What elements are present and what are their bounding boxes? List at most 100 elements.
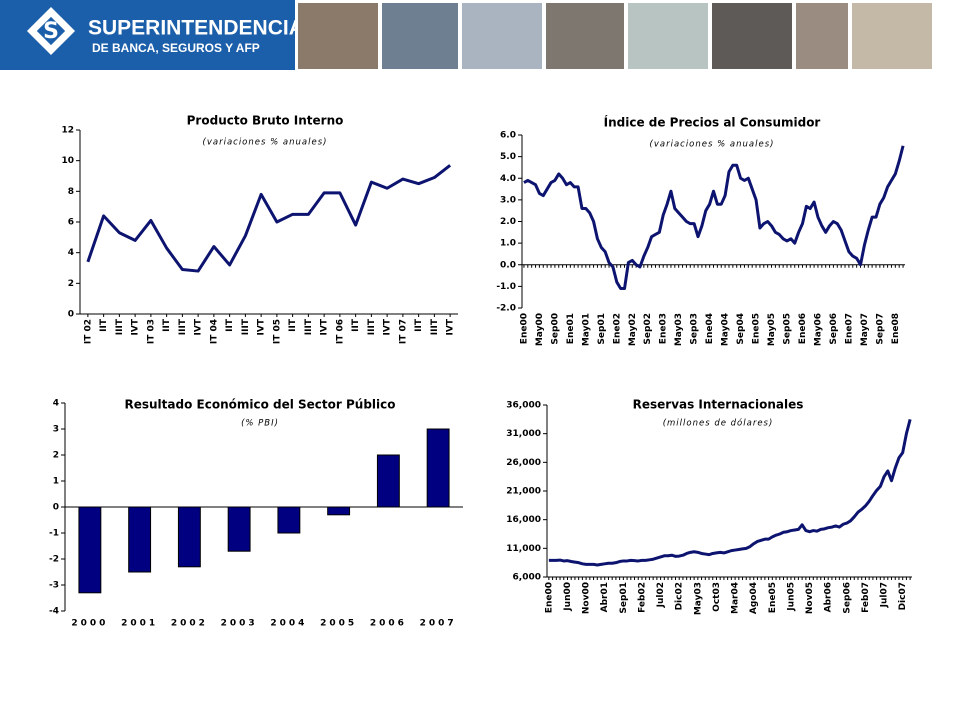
x-tick-label: Sep02 [643, 313, 653, 345]
x-tick-label: Dic02 [675, 582, 685, 610]
x-tick-label: May06 [813, 313, 823, 346]
y-tick-label: 0.0 [500, 260, 516, 270]
x-tick-label: Abr01 [600, 582, 610, 612]
x-tick-label: Ene05 [752, 313, 762, 344]
x-tick-label: Ene02 [612, 313, 622, 344]
y-tick-label: -1 [49, 529, 59, 539]
x-tick-label: May05 [767, 313, 777, 346]
x-tick-label: Feb07 [861, 582, 871, 613]
x-tick-label: Ene00 [519, 313, 529, 344]
x-tick-label: Nov00 [582, 582, 592, 614]
x-tick-label: Abr06 [824, 582, 834, 612]
x-tick-label: IT 06 [335, 319, 345, 344]
x-tick-label: IIT [288, 318, 298, 332]
y-tick-label: 16,000 [506, 515, 541, 525]
x-tick-label: Mar04 [731, 582, 741, 614]
chart-subtitle: (% PBI) [241, 419, 279, 429]
y-tick-label: 6,000 [513, 573, 541, 583]
x-tick-label: Jun05 [786, 582, 796, 612]
bar [277, 506, 301, 534]
x-tick-label: Sep07 [875, 313, 885, 345]
y-tick-label: 0 [53, 503, 59, 513]
bar [78, 506, 102, 594]
x-tick-label: IVT [131, 318, 141, 335]
x-tick-label: IT 02 [83, 319, 93, 344]
x-tick-label: IIIT [178, 318, 188, 335]
y-tick-label: 3.0 [500, 195, 516, 205]
x-tick-label: May04 [721, 313, 731, 346]
x-tick-label: May00 [535, 313, 545, 346]
y-tick-label: 3 [53, 425, 59, 435]
x-tick-label: IIT [225, 318, 235, 332]
x-tick-label: 2001 [121, 619, 158, 629]
y-tick-label: 4 [68, 248, 74, 258]
x-tick-label: Sep00 [550, 313, 560, 345]
header-title: SUPERINTENDENCIA [88, 17, 304, 40]
x-tick-label: IIIT [241, 318, 251, 335]
x-tick-label: Ene07 [844, 313, 854, 344]
chart-title: Resultado Económico del Sector Público [124, 398, 395, 412]
y-tick-label: -1.0 [496, 282, 516, 292]
x-tick-label: IT 04 [209, 319, 219, 344]
x-tick-label: Feb02 [637, 582, 647, 613]
y-tick-label: 12 [61, 126, 74, 136]
x-tick-label: IT 07 [398, 319, 408, 344]
y-tick-label: 11,000 [506, 544, 541, 554]
y-tick-label: 31,000 [506, 429, 541, 439]
y-tick-label: 4.0 [500, 174, 516, 184]
y-tick-label: 5.0 [500, 152, 516, 162]
chart-title: Producto Bruto Interno [187, 114, 344, 128]
x-tick-label: IIT [99, 318, 109, 332]
x-tick-label: Sep01 [619, 582, 629, 614]
x-tick-label: Nov05 [805, 582, 815, 614]
x-tick-label: Sep06 [829, 313, 839, 345]
x-tick-label: Sep04 [736, 313, 746, 345]
x-tick-label: Sep03 [690, 313, 700, 345]
x-tick-label: Ene08 [891, 313, 901, 344]
y-tick-label: 2.0 [500, 217, 516, 227]
header-subtitle: DE BANCA, SEGUROS Y AFP [92, 41, 260, 55]
x-tick-label: IIT [351, 318, 361, 332]
bar [227, 506, 251, 552]
y-tick-label: 2 [53, 451, 59, 461]
x-tick-label: Ene05 [768, 582, 778, 613]
x-tick-label: IIIT [304, 318, 314, 335]
x-tick-label: IIIT [367, 318, 377, 335]
x-tick-label: Sep06 [842, 582, 852, 614]
y-tick-label: 8 [68, 187, 74, 197]
x-tick-label: 2000 [71, 619, 108, 629]
svg-text:S: S [43, 19, 59, 44]
x-tick-label: Sep05 [783, 313, 793, 345]
x-tick-label: 2007 [420, 619, 457, 629]
y-tick-label: -2.0 [496, 304, 516, 314]
x-tick-label: 2005 [320, 619, 357, 629]
y-tick-label: 21,000 [506, 487, 541, 497]
chart-subtitle: (variaciones % anuales) [203, 138, 328, 148]
x-tick-label: IIIT [115, 318, 125, 335]
y-tick-label: 10 [61, 156, 74, 166]
y-tick-label: 6 [68, 218, 74, 228]
y-tick-label: -3 [49, 581, 59, 591]
bar [177, 506, 201, 568]
x-tick-label: May01 [581, 313, 591, 346]
x-tick-label: 2002 [171, 619, 208, 629]
x-tick-label: 2006 [370, 619, 407, 629]
chart-title: Reservas Internacionales [633, 398, 804, 412]
y-tick-label: 36,000 [506, 401, 541, 411]
x-tick-label: Oct03 [712, 582, 722, 612]
x-tick-label: Jul02 [656, 582, 666, 608]
x-tick-label: IIT [414, 318, 424, 332]
chart-subtitle: (variaciones % anuales) [650, 140, 775, 150]
y-tick-label: 0 [68, 310, 74, 320]
chart: Índice de Precios al Consumidor (variacio… [496, 115, 905, 346]
x-tick-label: 2003 [221, 619, 258, 629]
x-tick-label: IIT [162, 318, 172, 332]
x-tick-label: Ene06 [798, 313, 808, 344]
chart: Resultado Económico del Sector Público (%… [49, 398, 463, 629]
line [523, 145, 905, 291]
x-tick-label: IIIT [430, 318, 440, 335]
x-tick-label: Jul07 [880, 582, 890, 608]
y-tick-label: -2 [49, 555, 59, 565]
